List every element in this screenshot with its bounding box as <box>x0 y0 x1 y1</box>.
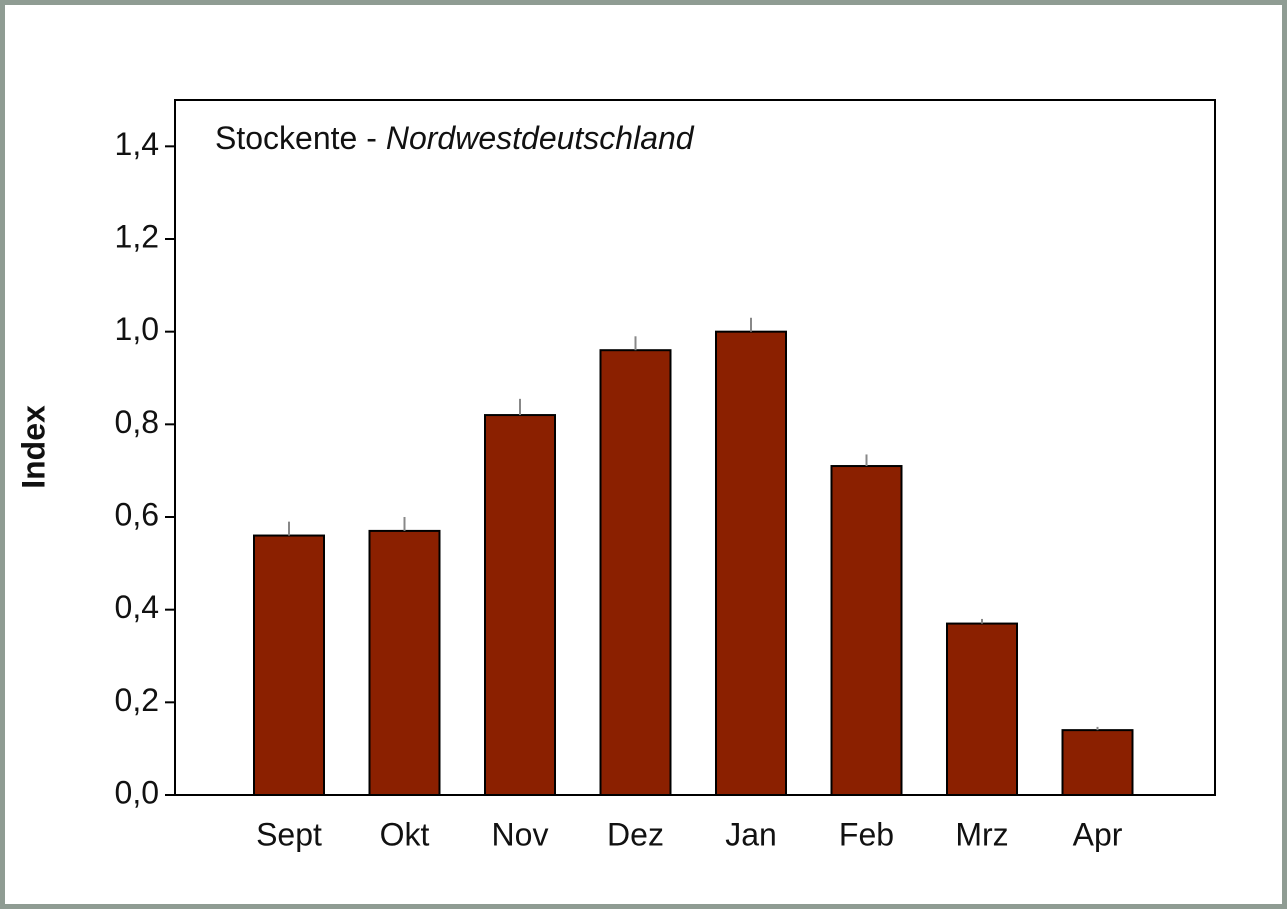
page: Stockente -Nordwestdeutschland Index 0,0… <box>0 0 1287 909</box>
y-axis-label: Index <box>15 405 51 489</box>
bar <box>485 415 555 795</box>
y-tick-label: 0,8 <box>115 404 159 440</box>
bar <box>947 624 1017 795</box>
bar <box>716 332 786 795</box>
bar <box>1063 730 1133 795</box>
bar <box>601 350 671 795</box>
chart-title: Stockente -Nordwestdeutschland <box>215 120 695 156</box>
y-tick-label: 0,2 <box>115 682 159 718</box>
x-tick-label: Okt <box>380 816 430 852</box>
chart: Stockente -Nordwestdeutschland Index 0,0… <box>0 0 1287 909</box>
y-tick-label: 0,0 <box>115 774 159 810</box>
y-tick-label: 0,4 <box>115 589 159 625</box>
x-tick-label: Jan <box>725 816 777 852</box>
bar <box>370 531 440 795</box>
x-tick-label: Mrz <box>955 816 1008 852</box>
title-species: Stockente - <box>215 120 377 156</box>
plot-frame <box>175 100 1215 795</box>
x-tick-label: Feb <box>839 816 894 852</box>
y-tick-label: 1,4 <box>115 126 159 162</box>
bar <box>832 466 902 795</box>
y-tick-label: 1,2 <box>115 218 159 254</box>
x-tick-label: Apr <box>1073 816 1123 852</box>
title-region: Nordwestdeutschland <box>386 120 695 156</box>
x-tick-label: Sept <box>256 816 322 852</box>
x-tick-label: Nov <box>492 816 549 852</box>
y-tick-label: 1,0 <box>115 311 159 347</box>
bar <box>254 536 324 795</box>
y-tick-label: 0,6 <box>115 496 159 532</box>
x-tick-label: Dez <box>607 816 664 852</box>
